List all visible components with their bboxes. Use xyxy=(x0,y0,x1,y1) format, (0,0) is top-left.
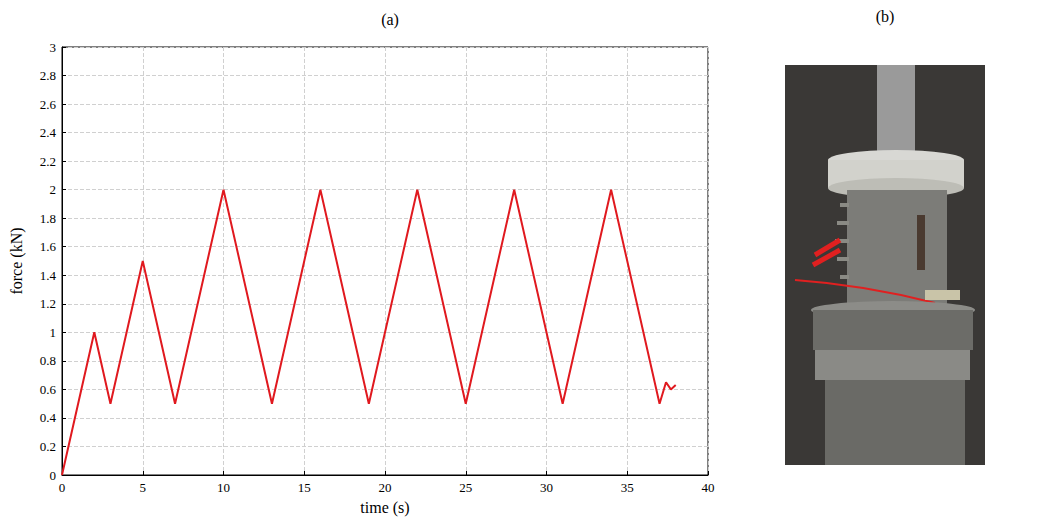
svg-text:5: 5 xyxy=(140,480,147,495)
svg-text:2.4: 2.4 xyxy=(40,125,57,140)
svg-text:30: 30 xyxy=(540,480,553,495)
svg-text:2.6: 2.6 xyxy=(40,97,57,112)
svg-text:1.6: 1.6 xyxy=(40,239,57,254)
svg-text:3: 3 xyxy=(50,40,57,55)
svg-text:2.2: 2.2 xyxy=(40,154,56,169)
svg-text:0.4: 0.4 xyxy=(40,410,57,425)
svg-text:0: 0 xyxy=(50,468,57,483)
svg-text:1.8: 1.8 xyxy=(40,211,56,226)
svg-text:1: 1 xyxy=(50,325,57,340)
svg-text:25: 25 xyxy=(459,480,472,495)
svg-text:40: 40 xyxy=(702,480,715,495)
svg-text:time (s): time (s) xyxy=(360,499,409,517)
svg-text:1.4: 1.4 xyxy=(40,268,57,283)
svg-text:0.6: 0.6 xyxy=(40,382,57,397)
svg-text:2.8: 2.8 xyxy=(40,68,56,83)
svg-text:15: 15 xyxy=(298,480,311,495)
svg-text:force (kN): force (kN) xyxy=(8,227,26,294)
svg-text:35: 35 xyxy=(621,480,634,495)
svg-text:20: 20 xyxy=(379,480,392,495)
svg-text:1.2: 1.2 xyxy=(40,296,56,311)
html-text:(b): (b) xyxy=(875,8,895,25)
svg-text:2: 2 xyxy=(50,182,57,197)
svg-text:0: 0 xyxy=(59,480,66,495)
svg-text:(a): (a) xyxy=(381,11,399,29)
svg-text:0.8: 0.8 xyxy=(40,353,56,368)
svg-text:0.2: 0.2 xyxy=(40,439,56,454)
svg-text:10: 10 xyxy=(217,480,230,495)
